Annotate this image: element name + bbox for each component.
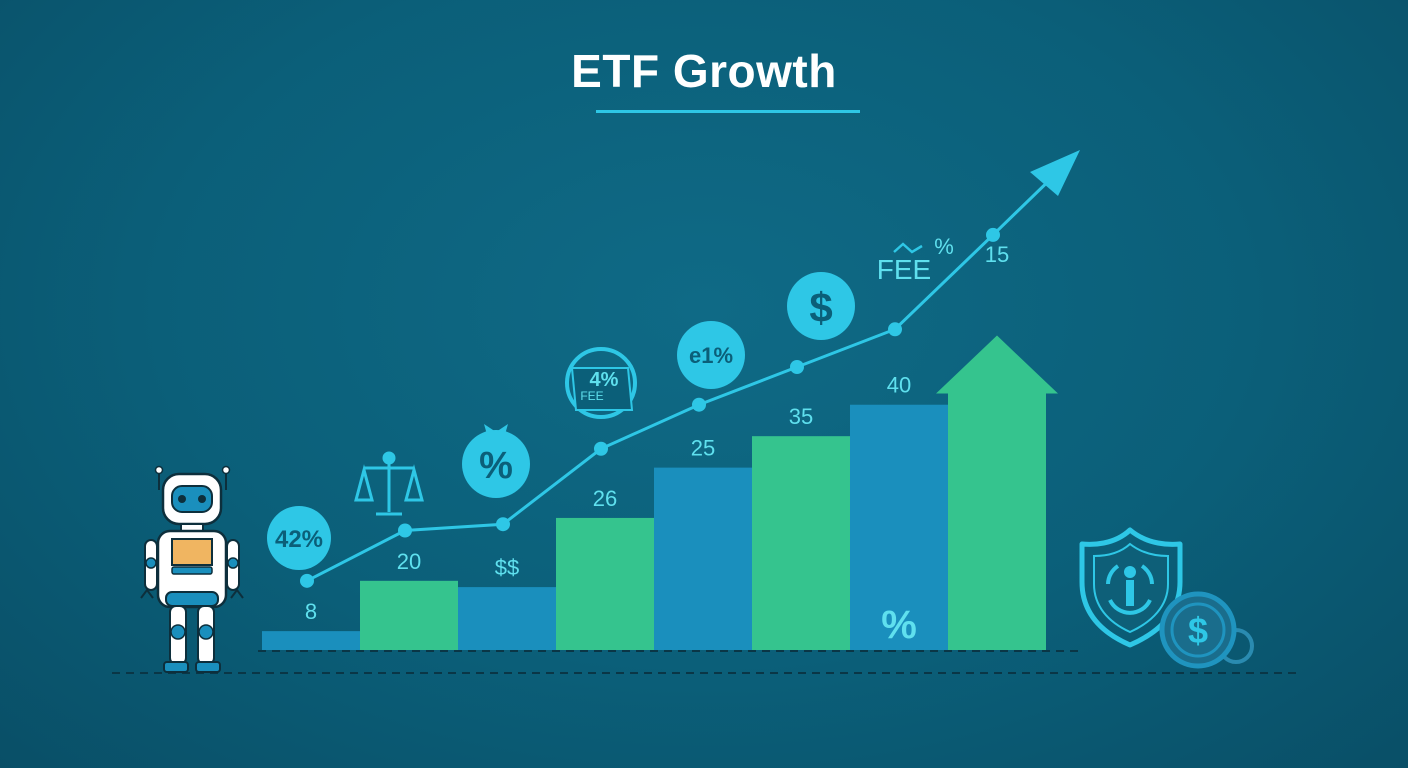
shield-icon [1079,527,1183,648]
badge-label: 4% [590,369,619,391]
fee-label-icon [893,242,923,254]
bar-value-label: 26 [593,486,617,511]
bar [752,436,850,650]
bar-value-label: 20 [397,549,421,574]
percent-coin-icon [677,321,745,389]
badge-label: $ [809,284,832,331]
badge-label: % [479,445,513,487]
bar [556,517,654,650]
trend-point [888,322,902,337]
fee-tag-icon [565,347,637,419]
bar [850,404,948,650]
badge-label: e1% [689,343,733,368]
trend-arrowhead [1030,150,1080,196]
trend-point [300,573,314,588]
bars-layer: 8 20 $$ 26 25 35 40% 15 [262,242,1058,650]
badge-superscript: % [934,234,954,259]
trend-line-layer [300,166,1064,588]
percent-badge-icon [267,506,331,570]
trend-point [986,227,1000,242]
money-bag-percent-icon [462,424,530,498]
badge-label: FEE [877,254,931,285]
bar-arrow [936,335,1058,650]
coin-symbol: $ [1188,610,1208,651]
trend-point [692,397,706,412]
trend-point [790,360,804,374]
trend-point [594,441,608,456]
bar-inner-label: % [881,603,917,647]
bar [262,631,360,650]
trend-point [398,523,412,538]
bar-value-label: 35 [789,404,813,429]
trend-point [496,517,510,532]
chart-title: ETF Growth [571,45,837,97]
robot-icon [140,465,244,673]
bar-value-label: 8 [305,599,317,624]
bar [458,587,556,650]
title-underline [596,110,860,113]
badge-sublabel: FEE [580,389,603,403]
dollar-coin-icon: $ [1159,591,1254,669]
bar-value-label: $$ [495,555,519,580]
bar [654,467,752,650]
bar-value-label: 15 [985,242,1009,267]
bar-value-label: 40 [887,373,911,398]
dollar-coin-icon [787,272,855,340]
bar-value-label: 25 [691,436,715,461]
bar [360,580,458,650]
badge-label: 42% [275,526,323,553]
scales-icon [354,451,424,516]
